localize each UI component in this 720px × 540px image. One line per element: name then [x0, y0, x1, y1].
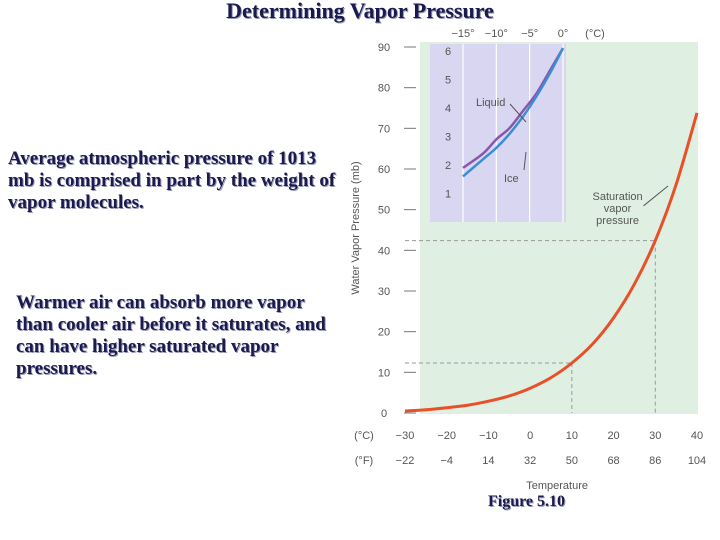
x-tick-label-celsius: −30: [396, 430, 415, 442]
inset-y-tick-label: 1: [445, 189, 451, 201]
inset-y-tick-label: 3: [445, 132, 451, 144]
inset-y-tick-label: 4: [445, 103, 451, 115]
x-tick-label-fahrenheit: 32: [524, 455, 536, 467]
slide-title: Determining Vapor Pressure: [226, 0, 494, 23]
y-tick-label: 0: [381, 408, 387, 420]
inset-y-tick-label: 5: [445, 75, 451, 87]
liquid-curve: [462, 47, 565, 169]
x-tick-label-fahrenheit: 50: [566, 455, 578, 467]
x-tick-label-fahrenheit: −22: [396, 455, 415, 467]
x-tick-label-celsius: 20: [607, 430, 619, 442]
x-unit-fahrenheit: (°F): [355, 455, 373, 467]
x-tick-label-celsius: 10: [566, 430, 578, 442]
y-axis-label: Water Vapor Pressure (mb): [350, 161, 362, 294]
ice-curve: [462, 47, 565, 178]
y-tick-label: 40: [378, 245, 390, 257]
x-axis-label: Temperature: [526, 480, 588, 492]
y-tick-label: 10: [378, 367, 390, 379]
saturation-label: Saturation vapor pressure: [592, 191, 642, 227]
liquid-pointer: [509, 103, 527, 123]
y-tick-label: 50: [378, 205, 390, 217]
x-tick-label-celsius: 30: [649, 430, 661, 442]
x-tick-label-celsius: 0: [527, 430, 533, 442]
inset-x-unit: (°C): [585, 28, 605, 40]
y-tick-label: 20: [378, 327, 390, 339]
ice-pointer: [523, 151, 527, 171]
inset-x-tick-label: −15°: [451, 28, 474, 40]
y-tick-label: 90: [378, 42, 390, 54]
x-tick-label-celsius: 40: [691, 430, 703, 442]
x-tick-label-celsius: −10: [479, 430, 498, 442]
inset-y-tick-label: 2: [445, 160, 451, 172]
y-tick-label: 80: [378, 83, 390, 95]
x-tick-label-fahrenheit: 86: [649, 455, 661, 467]
paragraph-warm-air: Warmer air can absorb more vapor than co…: [16, 292, 326, 379]
saturation-label-pointer: [643, 185, 669, 207]
y-tick-label: 60: [378, 164, 390, 176]
inset-y-tick-label: 6: [445, 46, 451, 58]
saturation-vapor-pressure-curve: [404, 112, 699, 413]
inset-x-tick-label: 0°: [558, 28, 569, 40]
x-tick-label-fahrenheit: 68: [607, 455, 619, 467]
y-tick-label: 70: [378, 123, 390, 135]
ice-label: Ice: [504, 173, 519, 185]
inset-background: [430, 44, 566, 222]
y-tick-label: 30: [378, 286, 390, 298]
x-unit-celsius: (°C): [354, 430, 374, 442]
x-tick-label-fahrenheit: 104: [688, 455, 706, 467]
x-tick-label-celsius: −20: [437, 430, 456, 442]
x-tick-label-fahrenheit: −4: [440, 455, 453, 467]
paragraph-atmospheric-pressure: Average atmospheric pressure of 1013 mb …: [8, 148, 336, 213]
x-tick-label-fahrenheit: 14: [482, 455, 494, 467]
liquid-label: Liquid: [476, 97, 505, 109]
inset-x-tick-label: −10°: [485, 28, 508, 40]
figure-caption: Figure 5.10: [488, 493, 566, 510]
inset-x-tick-label: −5°: [521, 28, 538, 40]
